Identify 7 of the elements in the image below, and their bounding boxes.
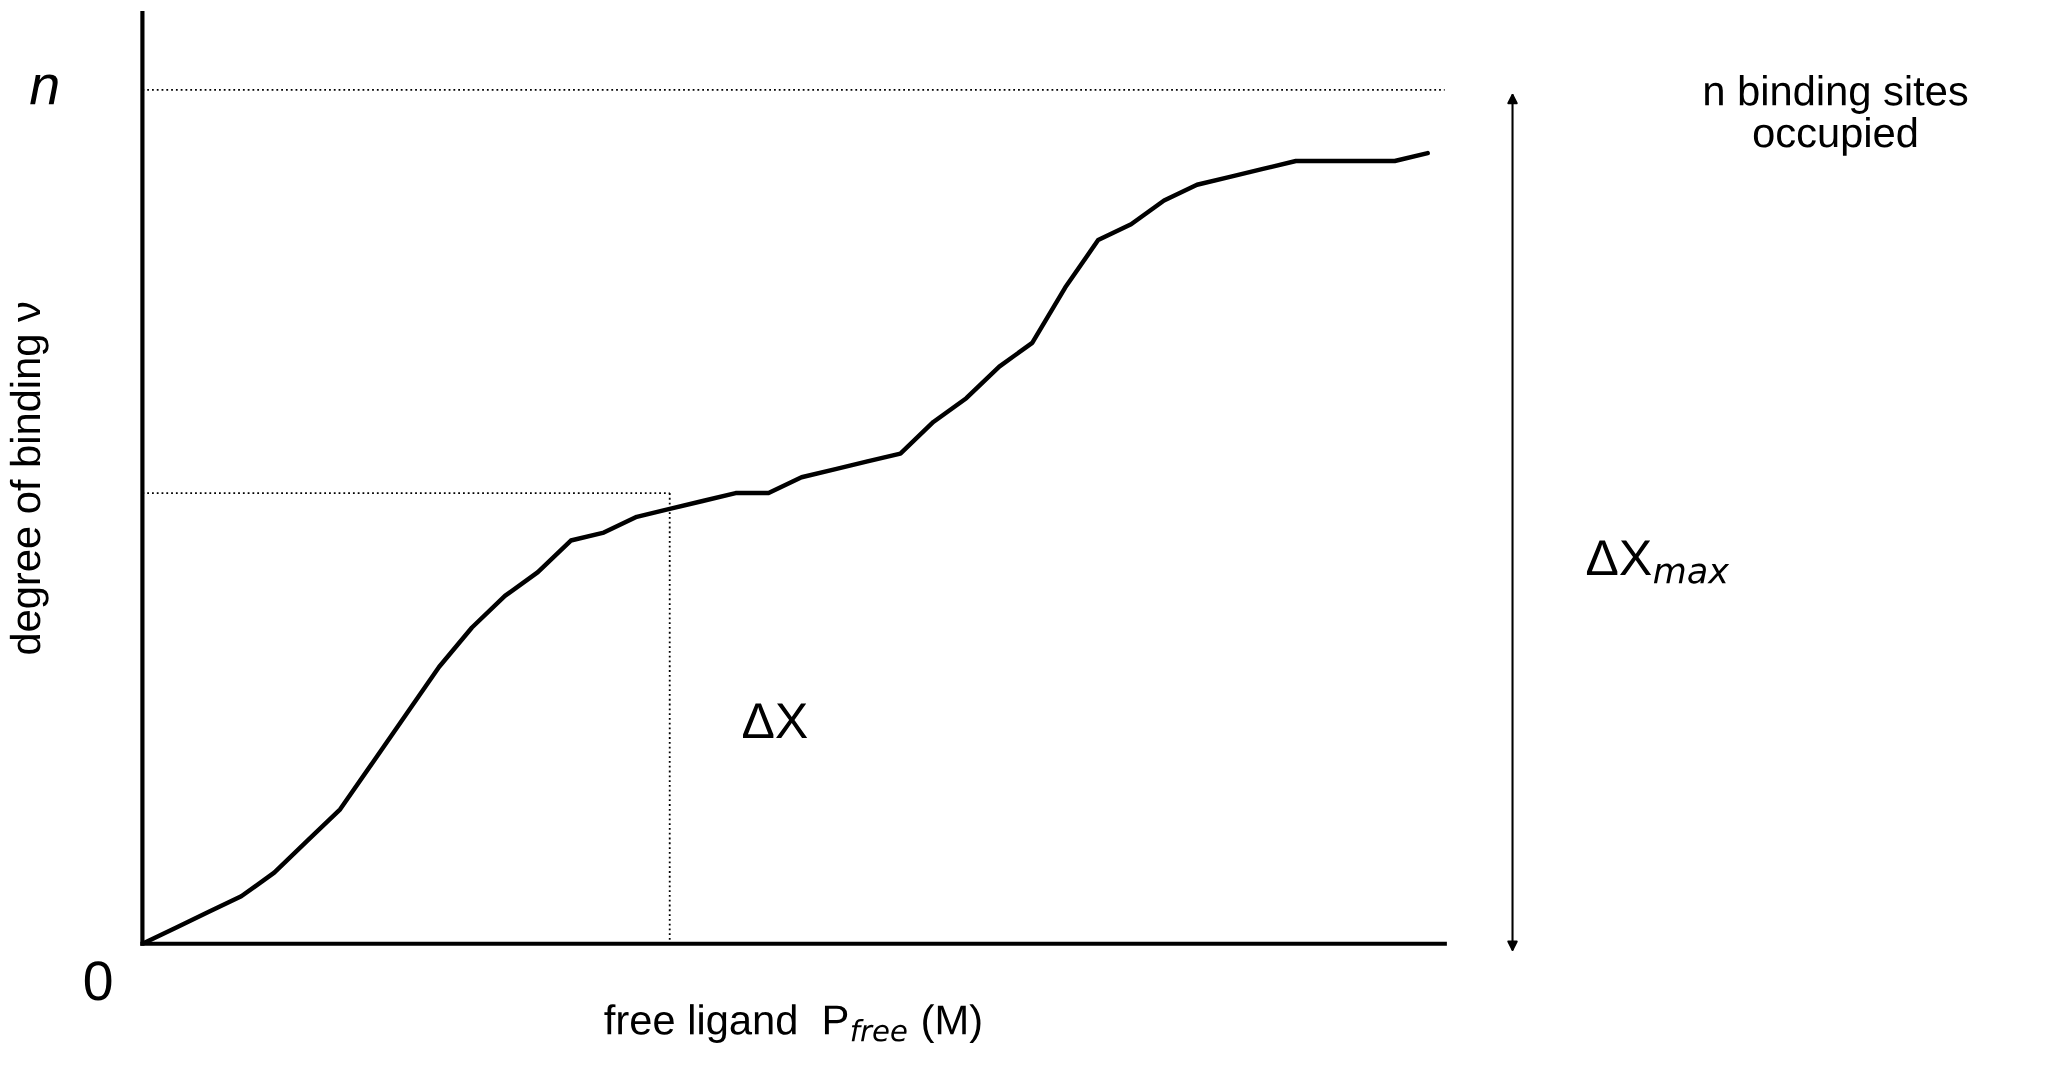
text: ΔX$_{max}$ — [1586, 540, 1730, 584]
x-axis-title: free ligand P$_{free}$ (M) — [604, 1004, 981, 1043]
ref-line-label: n — [30, 74, 58, 105]
annotation: ΔX — [743, 703, 808, 738]
text: 0 — [84, 961, 112, 1001]
y-axis-title: degree of binding ν — [9, 302, 49, 654]
text: n binding sites occupied — [1705, 75, 1968, 156]
